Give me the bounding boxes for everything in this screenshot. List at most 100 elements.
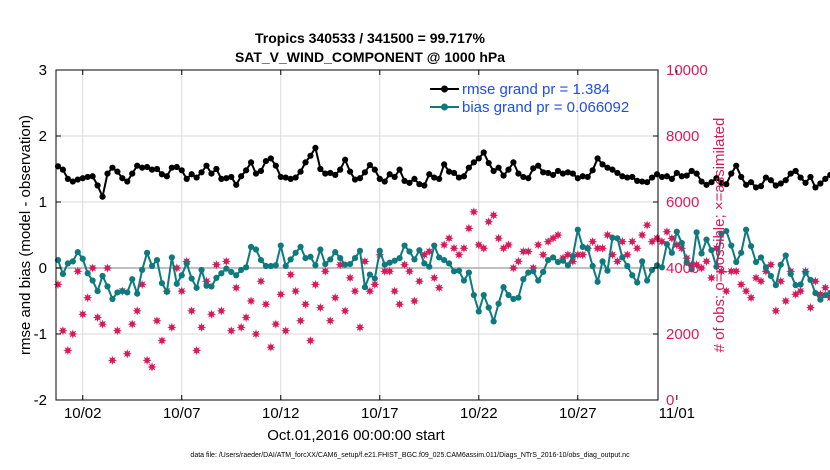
- bias-point: [767, 272, 774, 280]
- obs-point: [102, 263, 113, 273]
- bias-point: [233, 272, 240, 279]
- bias-point: [168, 254, 175, 261]
- bias-point: [143, 249, 151, 256]
- rmse-point: [129, 170, 136, 177]
- rmse-point: [738, 173, 745, 181]
- bias-point: [812, 289, 819, 297]
- obs-point: [731, 266, 741, 276]
- bias-point: [257, 256, 265, 264]
- rmse-point: [718, 179, 725, 186]
- bias-point: [431, 242, 438, 249]
- bias-point: [772, 282, 779, 289]
- obs-point: [454, 250, 464, 260]
- y-axis-label: rmse and bias (model - observation): [17, 115, 34, 355]
- rmse-point: [545, 169, 552, 177]
- bias-point: [703, 236, 710, 243]
- bias-point: [198, 266, 205, 274]
- bias-point: [109, 295, 116, 303]
- rmse-point: [723, 181, 730, 188]
- bias-point: [629, 272, 636, 279]
- x-axis-label: Oct.01,2016 00:00:00 start: [267, 427, 445, 444]
- obs-point: [192, 345, 202, 356]
- obs-point: [503, 240, 514, 250]
- rmse-series: [54, 144, 830, 200]
- obs-point: [439, 240, 449, 250]
- rmse-point: [644, 179, 651, 186]
- bias-point: [391, 257, 398, 264]
- obs-point: [795, 286, 806, 296]
- obs-point: [107, 355, 118, 365]
- rmse-point: [470, 159, 477, 166]
- obs-point: [706, 273, 717, 283]
- bias-point: [584, 245, 591, 252]
- obs-point: [370, 279, 380, 290]
- obs-point: [632, 243, 642, 253]
- obs-point: [246, 296, 256, 306]
- bias-point: [371, 275, 378, 282]
- rmse-point: [485, 159, 492, 167]
- rmse-point: [287, 175, 294, 182]
- obs-point: [310, 279, 321, 290]
- bias-point: [124, 289, 131, 296]
- obs-point: [167, 322, 177, 332]
- obs-point: [776, 276, 786, 286]
- bias-point: [554, 258, 562, 266]
- rmse-point: [673, 169, 680, 177]
- bias-point: [89, 277, 96, 284]
- bias-point: [817, 296, 824, 303]
- bias-point: [252, 246, 260, 253]
- bias-point: [574, 226, 581, 233]
- rmse-point: [772, 182, 779, 189]
- obs-point: [345, 273, 355, 283]
- rmse-point: [431, 174, 438, 181]
- bias-point: [302, 255, 309, 262]
- obs-point: [286, 270, 296, 280]
- rmse-point: [678, 173, 685, 180]
- obs-point: [498, 243, 509, 253]
- bias-point: [787, 270, 794, 278]
- bias-point: [693, 229, 700, 236]
- x-tick-label: 11/01: [659, 405, 695, 422]
- obs-point: [479, 243, 489, 253]
- obs-point: [696, 263, 707, 273]
- bias-point: [114, 289, 121, 296]
- bias-point: [762, 264, 770, 271]
- bias-point: [530, 268, 537, 275]
- bias-point: [129, 276, 136, 283]
- obs-point: [365, 286, 375, 296]
- rmse-point: [698, 178, 705, 185]
- rmse-point: [193, 174, 200, 181]
- obs-point: [662, 227, 672, 237]
- bias-point: [381, 261, 388, 268]
- rmse-point: [371, 166, 378, 173]
- rmse-point: [346, 168, 354, 175]
- bias-point: [797, 281, 804, 288]
- rmse-point: [827, 171, 830, 179]
- bias-point: [139, 266, 146, 274]
- rmse-point: [203, 162, 210, 169]
- bias-point: [515, 294, 522, 301]
- obs-point: [627, 237, 637, 247]
- rmse-point: [629, 173, 636, 181]
- rmse-point: [406, 179, 413, 186]
- obs-point: [597, 243, 608, 253]
- obs-point: [53, 279, 63, 290]
- rmse-point: [817, 180, 824, 187]
- obs-point: [434, 283, 444, 293]
- bias-point: [535, 277, 542, 284]
- bias-point: [163, 288, 170, 295]
- rmse-point: [386, 171, 393, 178]
- bias-point: [94, 288, 101, 295]
- rmse-point: [708, 179, 715, 186]
- bias-point: [609, 234, 616, 241]
- rmse-point: [158, 171, 166, 178]
- x-axis: 10/02 10/07 10/12 10/17 10/22 10/27 11/01: [64, 70, 695, 422]
- rmse-point: [104, 170, 111, 177]
- bias-point: [604, 267, 611, 274]
- obs-point: [399, 260, 410, 270]
- obs-point: [78, 309, 88, 319]
- rmse-point: [228, 173, 235, 181]
- bias-point: [411, 256, 418, 263]
- obs-point: [692, 260, 702, 270]
- bias-point: [312, 262, 319, 269]
